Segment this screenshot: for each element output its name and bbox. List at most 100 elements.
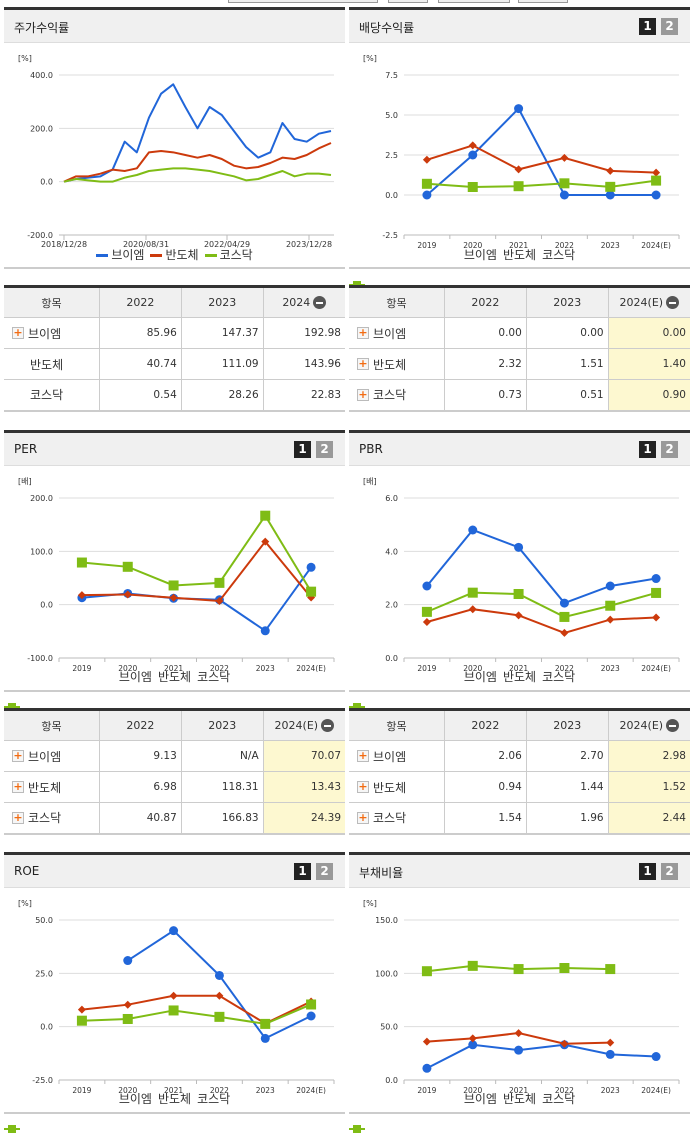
data-point[interactable] [76, 557, 87, 568]
data-point[interactable] [122, 561, 133, 572]
data-point[interactable] [514, 165, 523, 174]
expand-plus-icon[interactable]: + [12, 810, 24, 824]
data-point[interactable] [422, 155, 431, 164]
data-point[interactable] [123, 1000, 132, 1009]
data-point[interactable] [560, 628, 569, 637]
legend-item-semi[interactable]: 반도체 [4, 670, 191, 711]
top-tab-1[interactable] [228, 0, 378, 3]
legend-item-kosdaq[interactable]: 코스닥 [349, 670, 575, 711]
legend-item-vm[interactable]: 브이엠 [4, 1092, 152, 1133]
data-point[interactable] [169, 991, 178, 1000]
data-point[interactable] [605, 600, 616, 611]
expand-plus-icon[interactable]: + [357, 780, 369, 793]
data-point[interactable] [261, 537, 270, 546]
data-point[interactable] [422, 1063, 432, 1073]
legend-item-semi[interactable]: 반도체 [349, 670, 536, 711]
collapse-icon[interactable] [666, 719, 680, 733]
legend-item-vm[interactable]: 브이엠 [96, 248, 144, 262]
data-point[interactable] [605, 1049, 615, 1059]
data-point[interactable] [605, 181, 616, 192]
legend-item-kosdaq[interactable]: 코스닥 [4, 670, 230, 711]
legend-item-semi[interactable]: 반도체 [349, 1092, 536, 1133]
legend-item-semi[interactable]: 반도체 [150, 248, 199, 262]
top-tab-4[interactable] [518, 0, 568, 3]
expand-plus-icon[interactable]: + [357, 810, 369, 824]
data-point[interactable] [514, 611, 523, 620]
data-point[interactable] [559, 178, 570, 189]
data-point[interactable] [652, 168, 661, 177]
data-point[interactable] [260, 1018, 271, 1029]
data-point[interactable] [606, 166, 615, 175]
data-point[interactable] [77, 1005, 86, 1014]
data-point[interactable] [605, 964, 616, 975]
legend-item-semi[interactable]: 반도체 [349, 248, 536, 289]
page-1-button[interactable]: 1 [639, 441, 656, 458]
data-point[interactable] [422, 618, 431, 626]
legend-item-vm[interactable]: 브이엠 [4, 670, 152, 711]
data-point[interactable] [559, 598, 569, 608]
data-point[interactable] [168, 580, 179, 591]
data-point[interactable] [559, 963, 570, 973]
page-1-button[interactable]: 1 [639, 863, 656, 880]
top-tab-3[interactable] [438, 0, 510, 3]
data-point[interactable] [605, 190, 615, 200]
data-point[interactable] [260, 626, 270, 636]
data-point[interactable] [421, 606, 432, 617]
data-point[interactable] [468, 525, 478, 535]
data-point[interactable] [421, 178, 432, 189]
data-point[interactable] [651, 175, 662, 186]
data-point[interactable] [306, 999, 317, 1010]
expand-plus-icon[interactable]: + [357, 749, 369, 762]
page-2-button[interactable]: 2 [661, 441, 678, 458]
data-point[interactable] [651, 190, 661, 200]
data-point[interactable] [76, 1015, 87, 1026]
data-point[interactable] [606, 615, 615, 624]
data-point[interactable] [651, 587, 662, 598]
data-point[interactable] [306, 1011, 316, 1021]
collapse-icon[interactable] [313, 296, 327, 310]
data-point[interactable] [560, 1039, 569, 1048]
data-point[interactable] [467, 587, 478, 598]
expand-plus-icon[interactable]: + [357, 326, 369, 339]
legend-item-vm[interactable]: 브이엠 [349, 1092, 497, 1133]
data-point[interactable] [514, 104, 524, 114]
data-point[interactable] [306, 586, 317, 597]
data-point[interactable] [422, 190, 432, 200]
legend-item-kosdaq[interactable]: 코스닥 [204, 248, 253, 262]
legend-item-semi[interactable]: 반도체 [4, 1092, 191, 1133]
data-point[interactable] [306, 562, 316, 572]
data-point[interactable] [421, 966, 432, 977]
data-point[interactable] [260, 510, 271, 521]
data-point[interactable] [260, 1033, 270, 1043]
data-point[interactable] [468, 141, 477, 150]
page-2-button[interactable]: 2 [661, 18, 678, 35]
data-point[interactable] [214, 577, 225, 588]
data-point[interactable] [214, 1011, 225, 1022]
collapse-icon[interactable] [666, 296, 680, 310]
data-point[interactable] [77, 591, 86, 600]
top-tab-2[interactable] [388, 0, 428, 3]
data-point[interactable] [468, 1040, 478, 1050]
page-2-button[interactable]: 2 [316, 863, 333, 880]
data-point[interactable] [422, 581, 432, 591]
page-2-button[interactable]: 2 [661, 863, 678, 880]
data-point[interactable] [651, 574, 661, 584]
data-point[interactable] [559, 611, 570, 622]
data-point[interactable] [606, 1038, 615, 1047]
data-point[interactable] [123, 590, 132, 599]
expand-plus-icon[interactable]: + [357, 387, 369, 401]
data-point[interactable] [514, 1029, 523, 1038]
data-point[interactable] [422, 1037, 431, 1046]
data-point[interactable] [169, 593, 178, 602]
data-point[interactable] [215, 991, 224, 1000]
data-point[interactable] [513, 589, 524, 599]
expand-plus-icon[interactable]: + [357, 357, 369, 370]
data-point[interactable] [560, 153, 569, 162]
data-point[interactable] [468, 150, 478, 160]
page-2-button[interactable]: 2 [316, 441, 333, 458]
data-point[interactable] [559, 190, 569, 200]
data-point[interactable] [168, 1005, 179, 1016]
data-point[interactable] [467, 182, 478, 192]
data-point[interactable] [169, 926, 179, 936]
collapse-icon[interactable] [321, 719, 335, 733]
